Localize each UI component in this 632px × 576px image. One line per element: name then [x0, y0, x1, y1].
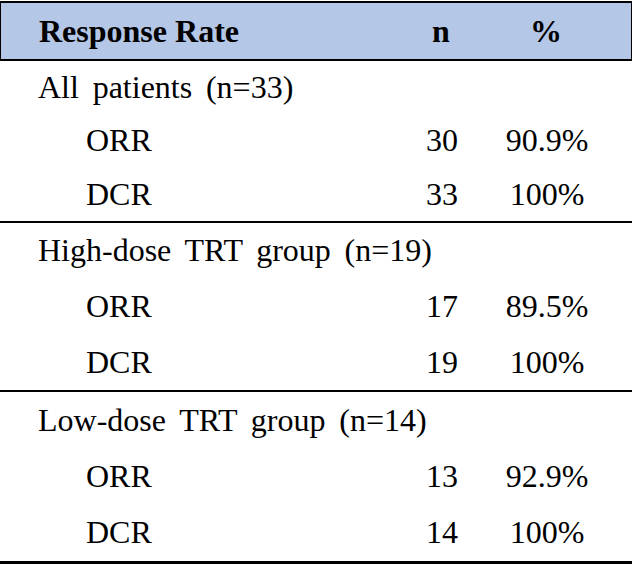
row-pct-value: 92.9% — [482, 458, 612, 495]
table-row: ORR 30 90.9% — [0, 114, 632, 167]
section-high-dose-trt: High-dose TRT group (n=19) ORR 17 89.5% … — [0, 223, 632, 392]
table-row: DCR 19 100% — [0, 334, 632, 390]
section-all-patients: All patients (n=33) ORR 30 90.9% DCR 33 … — [0, 61, 632, 223]
table-row: DCR 14 100% — [0, 505, 632, 561]
row-label: DCR — [0, 514, 402, 551]
row-pct-value: 90.9% — [482, 122, 612, 159]
row-label: ORR — [0, 288, 402, 325]
table-row: DCR 33 100% — [0, 168, 632, 221]
header-n: n — [401, 13, 481, 50]
section-title: Low-dose TRT group (n=14) — [0, 402, 427, 439]
row-pct-value: 89.5% — [482, 288, 612, 325]
row-label: ORR — [0, 458, 402, 495]
section-title-row: High-dose TRT group (n=19) — [0, 223, 632, 279]
row-label: ORR — [0, 122, 402, 159]
table-row: ORR 17 89.5% — [0, 279, 632, 335]
row-pct-value: 100% — [482, 344, 612, 381]
section-low-dose-trt: Low-dose TRT group (n=14) ORR 13 92.9% D… — [0, 392, 632, 564]
row-label: DCR — [0, 176, 402, 213]
section-title: High-dose TRT group (n=19) — [0, 232, 432, 269]
table-row: ORR 13 92.9% — [0, 448, 632, 504]
row-n-value: 17 — [402, 288, 482, 325]
table-header-row: Response Rate n % — [0, 1, 632, 61]
row-pct-value: 100% — [482, 514, 612, 551]
row-pct-value: 100% — [482, 176, 612, 213]
row-n-value: 19 — [402, 344, 482, 381]
section-title: All patients (n=33) — [0, 69, 402, 106]
header-response-rate: Response Rate — [1, 13, 401, 50]
section-title-row: Low-dose TRT group (n=14) — [0, 392, 632, 448]
row-label: DCR — [0, 344, 402, 381]
header-percent: % — [481, 13, 611, 50]
section-title-row: All patients (n=33) — [0, 61, 632, 114]
response-rate-table: Response Rate n % All patients (n=33) OR… — [0, 0, 632, 576]
row-n-value: 30 — [402, 122, 482, 159]
row-n-value: 33 — [402, 176, 482, 213]
row-n-value: 14 — [402, 514, 482, 551]
row-n-value: 13 — [402, 458, 482, 495]
